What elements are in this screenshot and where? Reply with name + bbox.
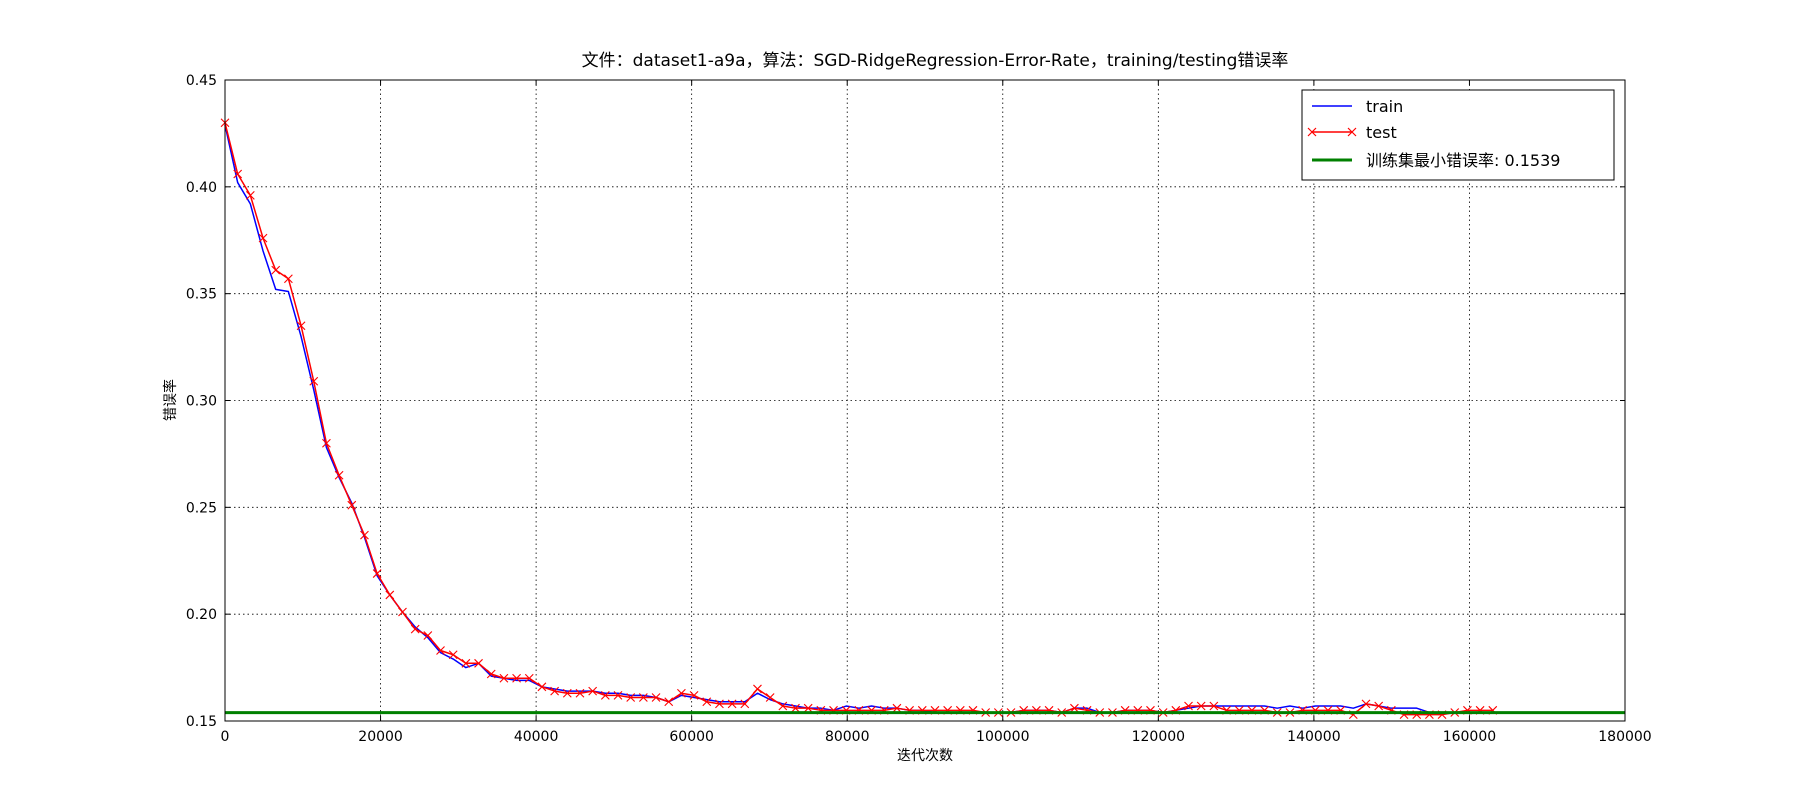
data-point-test (334, 470, 344, 480)
data-point-test (372, 569, 382, 578)
data-point-test (309, 376, 319, 386)
x-tick-label: 40000 (514, 729, 559, 745)
data-point-test (296, 321, 306, 331)
y-tick-label: 0.15 (186, 714, 217, 730)
data-point-test (1209, 701, 1219, 711)
data-point-test (626, 693, 636, 702)
data-point-test (423, 631, 433, 640)
data-point-test (892, 703, 902, 713)
data-point-test (791, 703, 800, 713)
y-tick-label: 0.35 (186, 287, 217, 303)
legend-label-train: train (1366, 97, 1403, 116)
data-point-test (512, 673, 521, 683)
series-line-train (224, 124, 1493, 714)
data-point-test (1374, 701, 1384, 711)
data-point-test (410, 624, 420, 634)
data-point-test (448, 650, 458, 660)
x-tick-label: 20000 (358, 729, 403, 745)
data-point-test (677, 688, 686, 698)
legend: train test 训练集最小错误率: 0.1539 (1301, 89, 1615, 181)
data-point-test (588, 686, 598, 696)
x-tick-label: 140000 (1287, 729, 1340, 745)
y-tick-label: 0.20 (186, 607, 217, 623)
data-point-test (1070, 703, 1079, 713)
legend-swatch-test (1307, 127, 1357, 137)
data-point-test (753, 684, 762, 694)
y-tick-label: 0.25 (186, 500, 217, 516)
x-tick-label: 120000 (1132, 729, 1185, 745)
x-tick-label: 80000 (825, 729, 870, 745)
y-tick-label: 0.45 (186, 73, 217, 89)
data-point-test (600, 690, 610, 700)
data-point-test (398, 607, 407, 617)
data-point-test (474, 658, 483, 668)
data-point-test (727, 699, 737, 709)
y-tick-label: 0.30 (186, 394, 217, 410)
data-point-test (284, 274, 293, 284)
x-tick-label: 60000 (669, 729, 714, 745)
data-point-test (562, 688, 572, 698)
x-tick-label: 0 (221, 729, 230, 745)
legend-box (1301, 89, 1615, 181)
data-point-test (803, 703, 813, 713)
data-point-test (258, 233, 268, 243)
x-tick-label: 180000 (1598, 729, 1651, 745)
data-point-test (613, 690, 623, 700)
data-point-test (702, 697, 712, 707)
data-point-test (322, 438, 331, 448)
data-point-test (436, 646, 445, 655)
data-point-test (360, 530, 369, 540)
data-point-test (245, 190, 255, 200)
x-axis-label: 迭代次数 (897, 748, 953, 764)
data-point-test (689, 690, 699, 700)
data-point-test (638, 693, 648, 702)
legend-label-test: test (1366, 123, 1397, 142)
data-point-test (271, 265, 281, 275)
data-point-test (550, 686, 560, 696)
data-point-test (486, 669, 496, 679)
chart-title: 文件：dataset1-a9a，算法：SGD-RidgeRegression-E… (582, 51, 1289, 71)
data-point-test (1361, 699, 1371, 709)
x-axis: 0 20000 40000 60000 80000 100000 120000 140000 1… (221, 80, 1652, 745)
data-point-test (499, 673, 509, 683)
data-point-test (1184, 701, 1193, 711)
y-axis: 0.15 0.20 0.25 0.30 0.35 0.40 0.45 (186, 73, 1625, 730)
data-point-test (778, 701, 788, 711)
plot-series (220, 118, 1625, 719)
data-point-test (537, 682, 547, 692)
legend-label-min-error: 训练集最小错误率: 0.1539 (1366, 151, 1560, 170)
y-axis-label: 错误率 (162, 379, 179, 421)
data-point-test (233, 169, 243, 179)
data-point-test (664, 697, 674, 707)
data-point-test (575, 688, 585, 698)
data-point-test (651, 693, 661, 702)
data-point-test (740, 699, 750, 709)
data-point-test (765, 693, 775, 702)
data-point-test (461, 658, 471, 668)
y-tick-label: 0.40 (186, 180, 217, 196)
data-point-test (524, 673, 534, 683)
data-point-test (347, 500, 357, 510)
data-point-test (385, 590, 395, 600)
data-point-test (715, 699, 724, 709)
x-tick-label: 160000 (1443, 729, 1496, 745)
x-tick-label: 100000 (976, 729, 1029, 745)
data-point-test (1196, 701, 1206, 711)
